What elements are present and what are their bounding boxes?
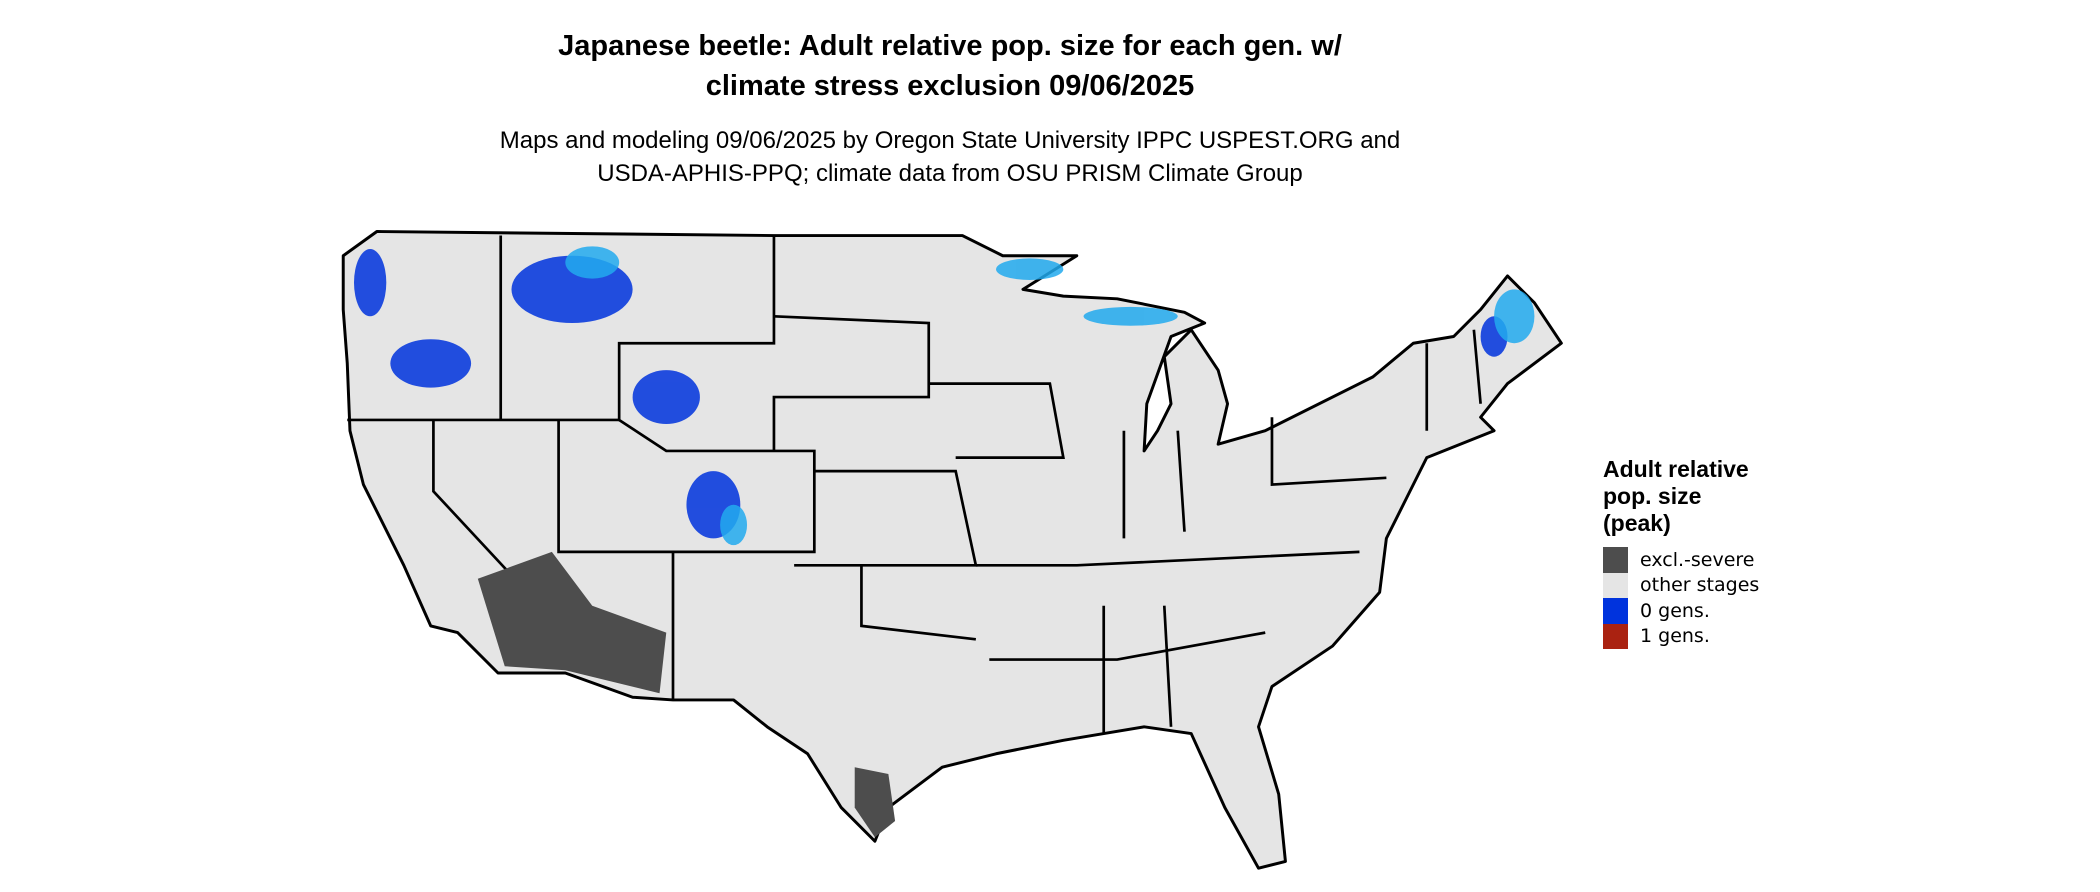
us-outline bbox=[341, 230, 1563, 870]
legend-swatch bbox=[1603, 572, 1628, 598]
light-blue-areas bbox=[565, 246, 1535, 546]
subtitle-line-1: Maps and modeling 09/06/2025 by Oregon S… bbox=[499, 127, 1401, 154]
legend-item-0-gens: 0 gens. bbox=[1603, 598, 1803, 624]
title-line-1: Japanese beetle: Adult relative pop. siz… bbox=[558, 30, 1342, 62]
excluded-severe-areas bbox=[477, 551, 896, 838]
legend-title: Adult relative pop. size (peak) bbox=[1603, 456, 1803, 537]
legend-title-line: Adult relative bbox=[1603, 456, 1749, 482]
legend-swatch bbox=[1603, 547, 1628, 573]
legend-label: other stages bbox=[1640, 574, 1760, 597]
legend-item-other-stages: other stages bbox=[1603, 572, 1803, 598]
legend-swatch bbox=[1603, 598, 1628, 624]
legend-title-line: (peak) bbox=[1603, 510, 1671, 536]
legend-label: 1 gens. bbox=[1640, 625, 1710, 648]
legend-title-line: pop. size bbox=[1603, 483, 1702, 509]
subtitle-line-2: USDA-APHIS-PPQ; climate data from OSU PR… bbox=[597, 160, 1303, 187]
map-subtitle: Maps and modeling 09/06/2025 by Oregon S… bbox=[0, 124, 1900, 190]
legend-swatch bbox=[1603, 623, 1628, 649]
title-line-2: climate stress exclusion 09/06/2025 bbox=[705, 70, 1195, 102]
state-borders bbox=[347, 235, 1482, 734]
map-title: Japanese beetle: Adult relative pop. siz… bbox=[0, 26, 1900, 106]
legend-label: 0 gens. bbox=[1640, 599, 1710, 622]
legend-item-excl-severe: excl.-severe bbox=[1603, 547, 1803, 573]
legend-label: excl.-severe bbox=[1640, 548, 1755, 571]
legend: Adult relative pop. size (peak) excl.-se… bbox=[1603, 456, 1803, 649]
legend-item-1-gens: 1 gens. bbox=[1603, 623, 1803, 649]
